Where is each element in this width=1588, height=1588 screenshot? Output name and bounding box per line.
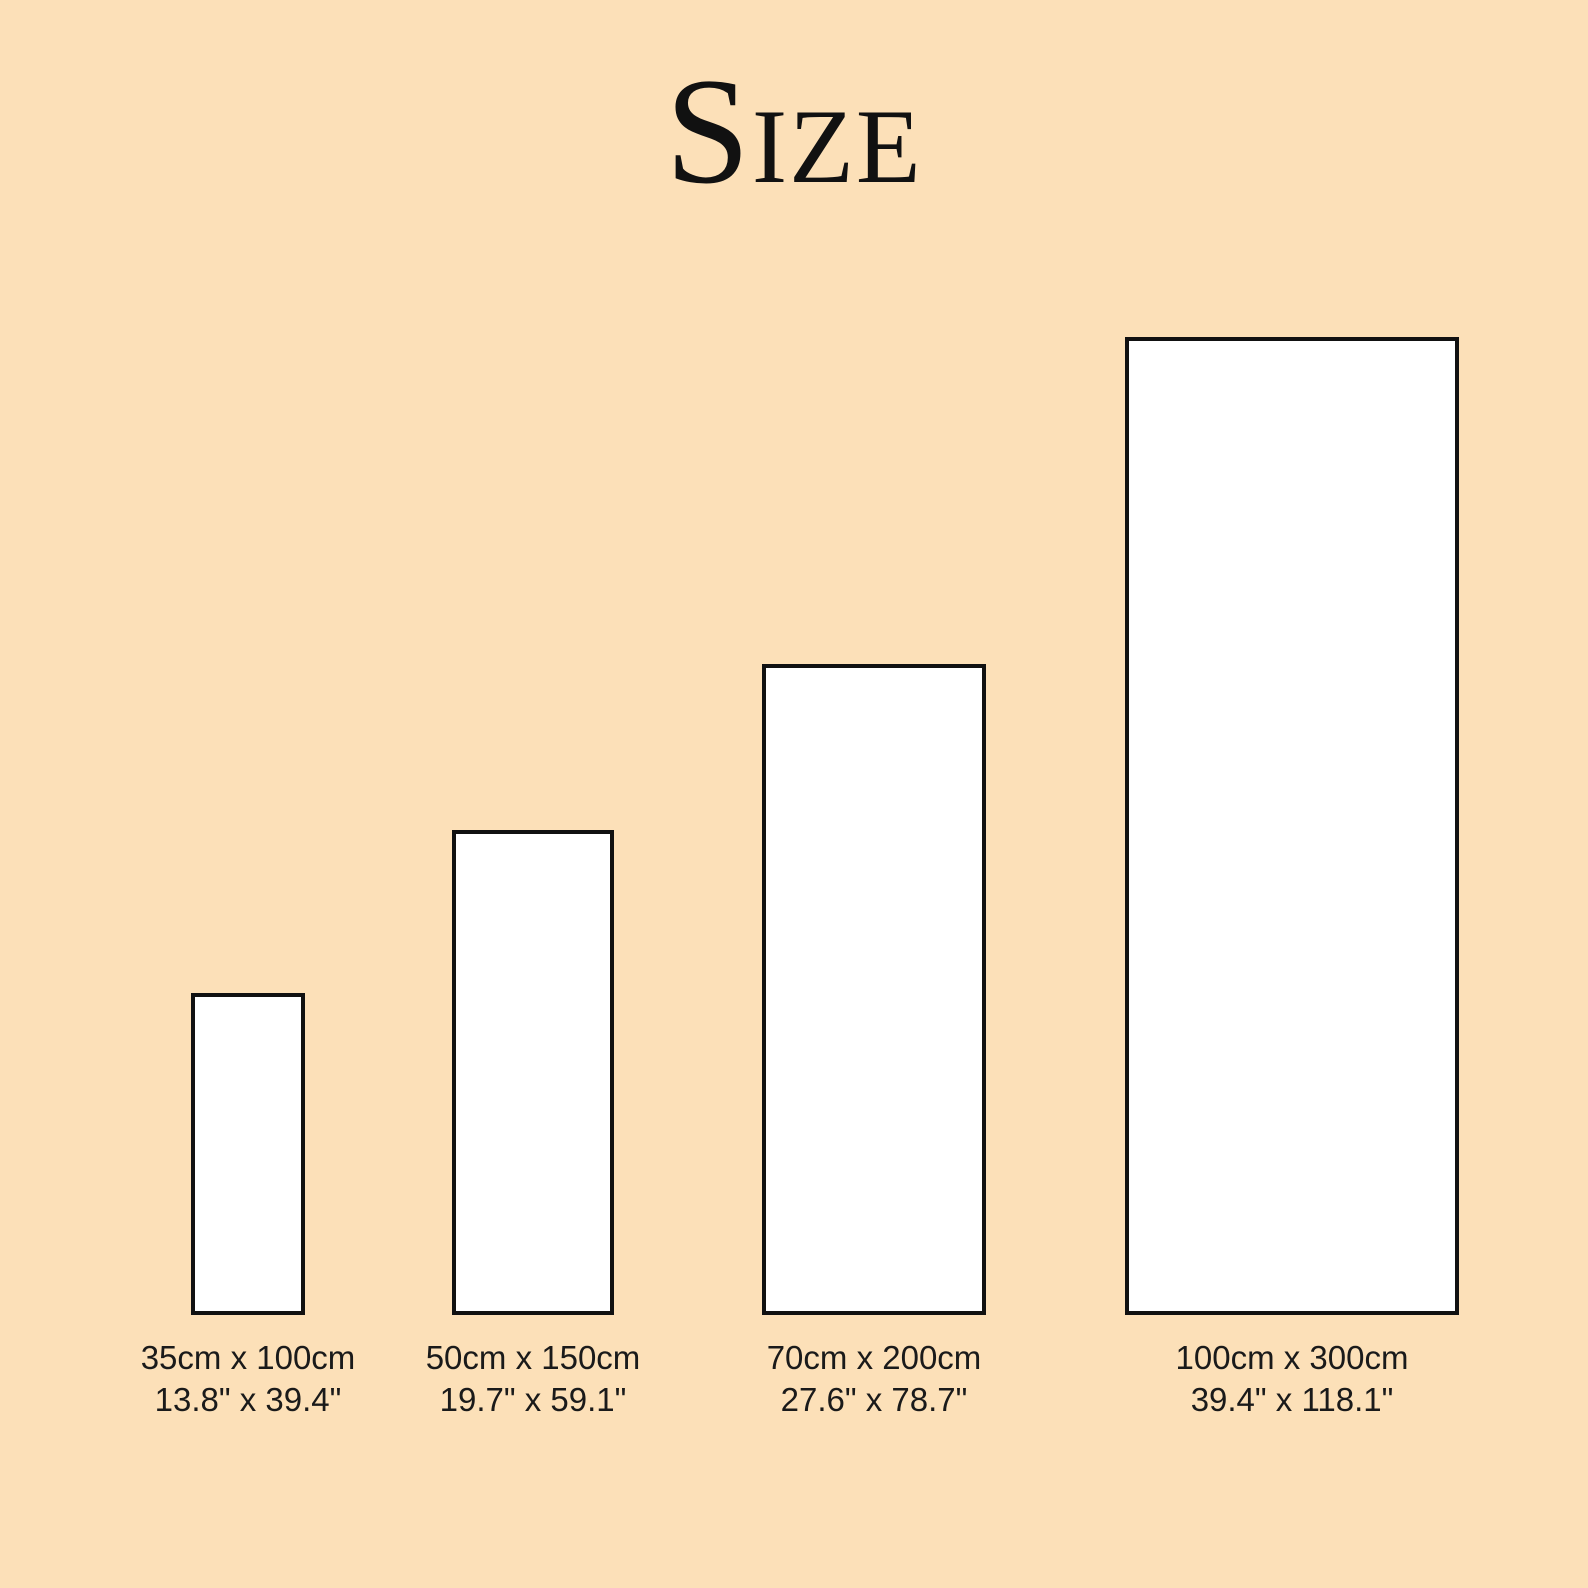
- size-metric-label: 50cm x 150cm: [425, 1339, 641, 1376]
- page-title: Size: [665, 47, 923, 215]
- size-imperial-label: 39.4" x 118.1": [1190, 1381, 1394, 1418]
- size-caption: 100cm x 300cm 39.4" x 118.1": [1112, 1337, 1472, 1421]
- size-rectangle[interactable]: [191, 993, 305, 1315]
- size-caption: 50cm x 150cm 19.7" x 59.1": [353, 1337, 713, 1421]
- size-caption: 70cm x 200cm 27.6" x 78.7": [694, 1337, 1054, 1421]
- size-imperial-label: 19.7" x 59.1": [439, 1381, 627, 1418]
- size-rectangle[interactable]: [1125, 337, 1459, 1315]
- size-rectangle[interactable]: [762, 664, 986, 1315]
- size-caption: 35cm x 100cm 13.8" x 39.4": [58, 1337, 438, 1421]
- size-imperial-label: 13.8" x 39.4": [154, 1381, 342, 1418]
- size-rectangle[interactable]: [452, 830, 614, 1315]
- size-metric-label: 70cm x 200cm: [766, 1339, 982, 1376]
- size-metric-label: 35cm x 100cm: [140, 1339, 356, 1376]
- size-imperial-label: 27.6" x 78.7": [780, 1381, 968, 1418]
- size-metric-label: 100cm x 300cm: [1175, 1339, 1409, 1376]
